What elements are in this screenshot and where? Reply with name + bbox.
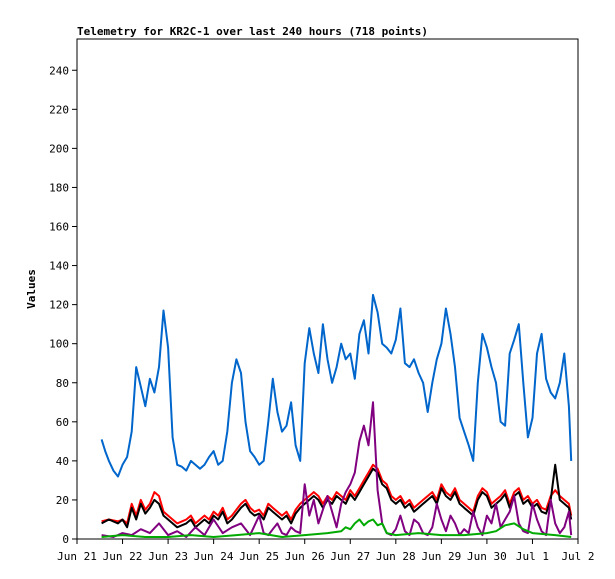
y-tick-label: 140 [49, 260, 69, 273]
series-layer [100, 293, 573, 538]
x-axis: Jun 21 Jun 22 Jun 23 Jun 24 Jun 25 Jun 26 Jun … [57, 539, 595, 563]
x-tick-label: Jun 29 [421, 550, 461, 563]
x-tick-label: Jul 1 [516, 550, 549, 563]
x-tick-label: Jun 26 [285, 550, 325, 563]
x-tick-label: Jul 2 [561, 550, 594, 563]
y-tick-label: 60 [56, 416, 69, 429]
x-tick-label: Jun 22 [103, 550, 143, 563]
y-tick-label: 20 [56, 494, 69, 507]
y-axis: 0 20 40 60 80 100 120 140 160 180 200 220 240 [49, 64, 77, 546]
x-tick-label: Jun 30 [467, 550, 507, 563]
y-tick-label: 160 [49, 221, 69, 234]
x-tick-label: Jun 27 [330, 550, 370, 563]
series-line-2 [101, 463, 573, 525]
y-tick-label: 100 [49, 338, 69, 351]
y-tick-label: 0 [62, 533, 69, 546]
x-tick-label: Jun 25 [239, 550, 279, 563]
series-line-5 [101, 518, 572, 538]
y-tick-label: 180 [49, 181, 69, 194]
series-line-1 [100, 293, 573, 478]
x-tick-label: Jun 24 [194, 550, 234, 563]
series-line-4 [101, 401, 573, 538]
y-axis-label: Values [25, 269, 38, 309]
chart-title: Telemetry for KR2C-1 over last 240 hours… [77, 25, 428, 38]
y-tick-label: 80 [56, 377, 69, 390]
x-tick-label: Jun 28 [376, 550, 416, 563]
plot-area [76, 38, 579, 540]
y-tick-label: 220 [49, 103, 69, 116]
y-tick-label: 120 [49, 299, 69, 312]
x-tick-label: Jun 23 [148, 550, 188, 563]
y-tick-label: 40 [56, 455, 69, 468]
y-tick-label: 240 [49, 64, 69, 77]
x-tick-label: Jun 21 [57, 550, 97, 563]
y-tick-label: 200 [49, 142, 69, 155]
